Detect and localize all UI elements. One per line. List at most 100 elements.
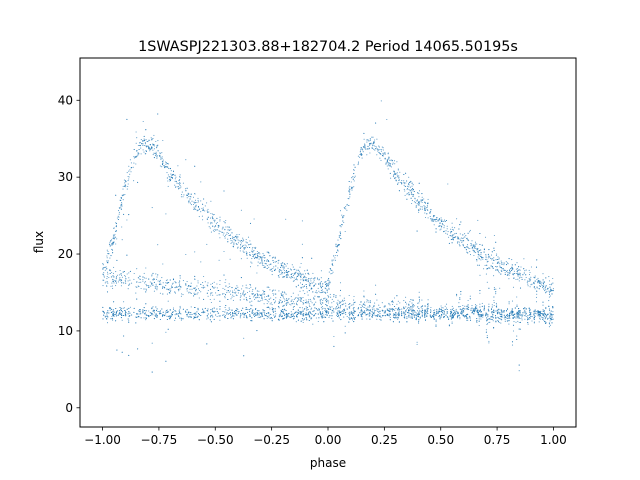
data-point: [180, 286, 182, 288]
data-point: [480, 318, 482, 320]
data-point: [500, 322, 502, 324]
data-point: [509, 314, 511, 316]
data-point: [477, 219, 479, 221]
data-point: [158, 283, 160, 285]
data-point: [115, 320, 117, 322]
data-point: [219, 319, 221, 321]
data-point: [438, 308, 440, 310]
data-point: [320, 298, 322, 300]
data-point: [475, 252, 477, 254]
data-point: [550, 313, 552, 315]
data-point: [343, 221, 345, 224]
data-point: [467, 239, 469, 241]
data-point: [498, 258, 500, 260]
data-point: [533, 314, 535, 316]
data-point: [165, 213, 167, 215]
data-point: [195, 204, 197, 206]
data-point: [418, 202, 421, 204]
data-point: [544, 318, 546, 320]
data-point: [394, 309, 396, 312]
data-point: [157, 140, 159, 142]
data-point: [201, 286, 203, 289]
data-point: [464, 316, 466, 318]
data-point: [432, 216, 434, 218]
data-point: [142, 149, 144, 151]
data-point: [251, 310, 253, 312]
data-point: [251, 300, 253, 302]
data-point: [519, 287, 522, 289]
data-point: [549, 320, 551, 322]
data-point: [500, 273, 502, 275]
data-point: [474, 304, 477, 306]
data-point: [283, 298, 285, 300]
data-point: [135, 131, 137, 133]
data-point: [113, 266, 115, 268]
data-point: [488, 303, 490, 305]
data-point: [378, 310, 380, 312]
data-point: [159, 280, 161, 282]
data-point: [197, 199, 199, 201]
data-point: [429, 215, 431, 218]
data-point: [179, 185, 181, 187]
data-point: [492, 315, 494, 317]
data-point: [411, 299, 413, 301]
data-point: [143, 135, 145, 137]
data-point: [145, 150, 147, 152]
data-point: [439, 318, 441, 320]
data-point: [506, 262, 509, 264]
data-point: [128, 321, 130, 323]
data-point: [237, 236, 239, 238]
data-point: [172, 174, 174, 176]
data-point: [282, 267, 284, 269]
data-point: [231, 287, 233, 289]
data-point: [335, 296, 337, 298]
data-point: [286, 302, 288, 304]
data-point: [338, 236, 340, 238]
data-point: [165, 331, 167, 333]
data-point: [446, 233, 448, 235]
data-point: [452, 228, 454, 230]
data-point: [514, 264, 516, 266]
data-point: [530, 276, 532, 278]
data-point: [348, 180, 350, 183]
data-point: [464, 233, 466, 235]
data-point: [263, 291, 265, 293]
data-point: [256, 292, 258, 295]
data-point: [239, 240, 242, 242]
data-point: [349, 193, 351, 196]
data-point: [521, 317, 523, 319]
data-point: [156, 289, 158, 291]
data-point: [237, 311, 239, 313]
data-point: [315, 290, 317, 292]
data-point: [335, 295, 337, 297]
data-point: [294, 272, 296, 274]
data-point: [433, 218, 435, 220]
data-point: [303, 302, 305, 304]
data-point: [505, 261, 507, 263]
data-point: [524, 318, 526, 320]
data-point: [455, 313, 457, 315]
data-point: [202, 203, 204, 205]
data-point: [539, 281, 541, 283]
data-point: [287, 298, 289, 300]
data-point: [512, 330, 515, 332]
data-point: [264, 260, 266, 262]
data-point: [408, 194, 410, 196]
data-point: [263, 310, 265, 312]
data-point: [517, 274, 519, 276]
data-point: [411, 302, 413, 304]
data-point: [126, 219, 128, 221]
data-point: [162, 139, 164, 142]
data-point: [474, 247, 476, 249]
data-point: [138, 142, 141, 144]
data-point: [245, 297, 247, 299]
data-point: [258, 297, 260, 299]
data-point: [353, 312, 355, 314]
data-point: [362, 149, 364, 151]
data-point: [421, 299, 423, 301]
data-point: [421, 196, 423, 198]
data-point: [224, 317, 226, 319]
data-point: [317, 320, 319, 323]
data-point: [378, 304, 380, 306]
data-point: [477, 253, 479, 255]
